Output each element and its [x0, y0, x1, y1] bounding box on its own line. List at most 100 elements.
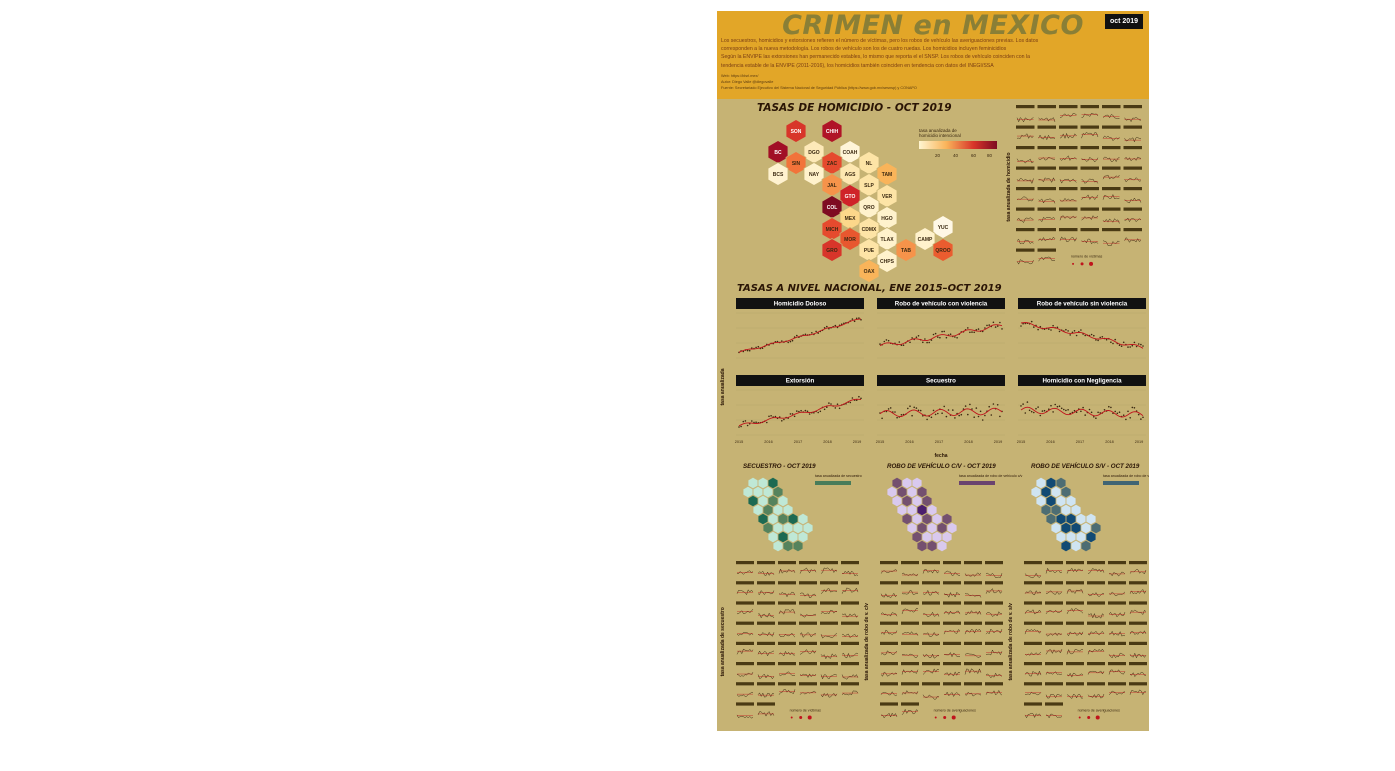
mini-series-line: [985, 611, 1003, 617]
panel-title: Robo de vehículo sin violencia: [1037, 301, 1128, 308]
data-point: [787, 341, 789, 344]
data-point: [1137, 413, 1140, 416]
mini-chart: [1087, 641, 1105, 655]
data-point: [1058, 330, 1061, 333]
mini-chart-header: [1037, 187, 1056, 191]
mini-chart-header: [841, 601, 859, 605]
mini-chart-header: [1102, 228, 1121, 232]
mini-series-line: [880, 592, 898, 599]
data-point: [1054, 403, 1056, 406]
data-point: [1082, 406, 1084, 409]
state-hex-hgo: HGO: [876, 206, 898, 230]
mini-chart: [757, 641, 775, 657]
count-legend-dot: [951, 715, 956, 720]
mini-series-line: [943, 671, 961, 677]
mini-chart: [1080, 166, 1099, 184]
mini-series-line: [820, 588, 838, 594]
mini-series-line: [778, 632, 796, 638]
data-point: [808, 413, 811, 415]
small-hex-cell: [1041, 486, 1051, 498]
data-point: [1120, 345, 1123, 347]
mini-chart-header: [1087, 662, 1105, 666]
year-tick: 2018: [823, 440, 831, 444]
mini-chart: [820, 561, 838, 574]
year-tick: 2017: [1076, 440, 1084, 444]
mini-series-line: [1059, 215, 1077, 221]
mini-series-line: [799, 649, 817, 655]
mini-chart-header: [1045, 601, 1063, 605]
data-point: [986, 324, 988, 327]
mini-chart-header: [922, 682, 940, 686]
count-legend-title: número de víctimas: [790, 708, 822, 712]
mini-chart: [1102, 228, 1121, 246]
data-point: [915, 336, 918, 338]
mini-chart: [985, 621, 1003, 635]
data-point: [973, 331, 975, 334]
data-point: [917, 335, 920, 337]
mini-chart: [922, 581, 940, 596]
mini-chart: [1129, 682, 1147, 696]
mini-chart-header: [1080, 228, 1099, 232]
mini-series-line: [922, 653, 940, 659]
mini-chart: [901, 682, 919, 695]
small-hex-cell: [896, 504, 908, 516]
data-point: [751, 420, 753, 422]
mini-series-line: [901, 690, 919, 695]
small-hex-cell: [931, 513, 943, 525]
small-hex-cell: [773, 540, 784, 552]
mini-chart: [943, 561, 961, 576]
mini-series-line: [1059, 113, 1077, 118]
small-hex-cell: [1066, 531, 1076, 543]
small-hex-cell: [1056, 495, 1066, 507]
mini-chart-header: [1108, 641, 1126, 645]
mini-series-line: [799, 613, 817, 618]
mini-chart-header: [820, 601, 838, 605]
mini-chart: [799, 601, 817, 618]
state-hex-bcs: BCS: [767, 162, 789, 186]
mini-series-line: [799, 567, 817, 574]
state-label: MOR: [844, 237, 856, 243]
small-hex-cell: [792, 522, 804, 534]
mini-chart-header: [943, 621, 961, 625]
mini-series-line: [841, 690, 859, 696]
mini-chart-header: [757, 641, 775, 645]
state-hex-qroo: QROO: [932, 238, 954, 262]
state-label: AGS: [845, 172, 857, 178]
data-point: [996, 325, 999, 327]
state-label: NAY: [809, 172, 820, 178]
mini-series-line: [820, 567, 838, 574]
data-point: [992, 403, 995, 405]
mini-series-line: [1024, 629, 1042, 635]
mini-chart-header: [880, 581, 898, 585]
mini-chart: [1066, 682, 1084, 699]
state-label: TAB: [901, 248, 911, 254]
data-point: [1108, 405, 1110, 408]
mini-chart: [1016, 166, 1035, 185]
mini-chart-header: [1129, 561, 1147, 565]
state-label: TLAX: [880, 237, 894, 243]
trend-line: [738, 318, 862, 353]
mini-chart: [1080, 187, 1099, 201]
data-point: [941, 330, 943, 333]
data-point: [1114, 410, 1116, 413]
mini-series-line: [1108, 591, 1126, 596]
small-hex-cell: [1091, 522, 1101, 534]
small-hex-cell: [1071, 504, 1081, 516]
data-point: [971, 331, 973, 333]
mini-series-line: [1087, 630, 1105, 636]
data-point: [757, 345, 760, 348]
state-hex-chih: CHIH: [821, 119, 843, 143]
mini-chart: [799, 641, 817, 655]
mini-chart: [1037, 248, 1056, 262]
mini-chart-header: [943, 561, 961, 565]
mini-chart: [901, 641, 919, 658]
mini-series-line: [1038, 236, 1056, 242]
data-point: [977, 328, 980, 330]
mini-series-line: [841, 587, 859, 594]
mini-series-line: [757, 612, 775, 619]
mini-chart: [964, 561, 982, 577]
data-point: [1110, 406, 1112, 409]
mini-series-line: [1108, 630, 1126, 637]
mini-chart: [1087, 662, 1105, 675]
data-point: [981, 419, 984, 421]
